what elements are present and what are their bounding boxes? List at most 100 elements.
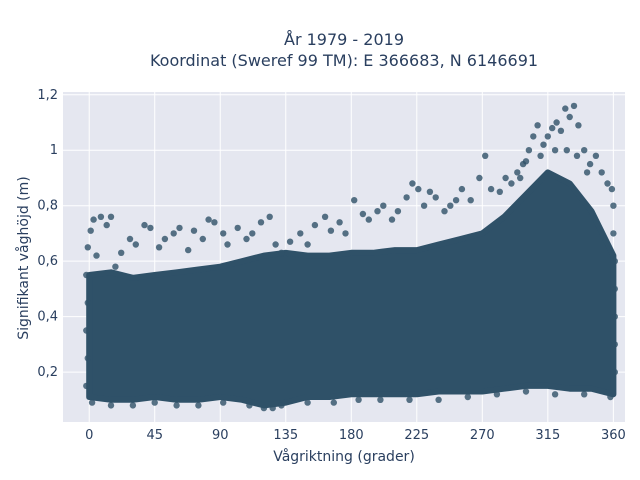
data-point <box>592 152 600 159</box>
data-point <box>173 402 180 409</box>
y-axis-title: Signifikant våghöjd (m) <box>15 176 32 339</box>
data-point <box>563 147 570 154</box>
y-tick-label: 1,2 <box>37 88 58 103</box>
data-point <box>278 402 285 409</box>
data-point <box>342 230 349 237</box>
data-point <box>406 396 413 403</box>
data-point <box>205 216 212 223</box>
y-tick-label: 0,4 <box>37 310 58 325</box>
data-point <box>525 147 533 154</box>
data-point <box>87 227 94 234</box>
data-point <box>380 202 387 209</box>
data-point <box>557 127 565 134</box>
data-point <box>583 169 591 176</box>
data-point <box>482 152 489 159</box>
chart-title-line-2: Koordinat (Sweref 99 TM): E 366683, N 61… <box>150 51 538 70</box>
data-point <box>185 246 192 254</box>
data-point <box>447 202 454 209</box>
data-point <box>176 224 183 232</box>
data-point <box>286 238 294 245</box>
data-point <box>476 174 483 182</box>
data-point <box>107 213 115 220</box>
data-point <box>224 241 231 248</box>
data-point <box>394 208 402 215</box>
data-point <box>355 396 362 403</box>
data-points <box>83 102 618 412</box>
data-point <box>249 230 256 237</box>
data-point <box>103 221 110 229</box>
data-point <box>359 210 367 218</box>
data-point <box>97 213 105 220</box>
x-tick-label: 45 <box>146 428 163 443</box>
data-point <box>534 122 541 129</box>
data-point <box>435 396 442 403</box>
data-point <box>151 399 158 406</box>
y-tick-label: 0,2 <box>37 365 58 380</box>
data-point <box>540 141 547 148</box>
data-point <box>611 285 618 293</box>
data-point <box>598 169 605 176</box>
data-point <box>549 124 556 132</box>
data-point <box>260 404 268 412</box>
data-point <box>107 402 115 409</box>
data-point <box>573 152 581 159</box>
data-point <box>581 147 588 154</box>
data-point <box>517 174 524 182</box>
data-point <box>297 230 304 237</box>
x-tick-label: 180 <box>339 428 364 443</box>
data-point <box>496 188 503 195</box>
data-point <box>220 399 227 406</box>
data-point <box>608 185 616 193</box>
data-point <box>311 221 319 229</box>
chart-title-line-1: År 1979 - 2019 <box>284 30 404 49</box>
data-point <box>272 241 279 248</box>
x-tick-label: 90 <box>212 428 229 443</box>
x-tick-label: 225 <box>404 428 429 443</box>
data-point <box>199 235 206 243</box>
data-point <box>246 402 253 409</box>
x-tick-label: 270 <box>470 428 495 443</box>
data-point <box>365 216 372 223</box>
data-point <box>604 180 611 187</box>
data-point <box>575 122 582 129</box>
data-point <box>544 133 551 140</box>
data-point <box>321 213 329 220</box>
data-point <box>266 213 273 220</box>
data-point <box>195 402 202 409</box>
data-point <box>351 197 358 204</box>
data-point <box>514 169 521 176</box>
data-point <box>377 396 384 403</box>
x-tick-label: 0 <box>85 428 93 443</box>
data-point <box>147 224 154 232</box>
data-point <box>570 102 578 110</box>
data-point <box>403 194 410 201</box>
data-point <box>269 404 276 412</box>
data-point <box>566 113 573 121</box>
data-point <box>83 382 90 390</box>
data-point <box>610 202 617 209</box>
data-point <box>93 252 100 259</box>
data-point <box>502 174 509 182</box>
data-point <box>415 185 422 193</box>
data-point <box>464 393 471 401</box>
data-point <box>458 185 466 193</box>
data-point <box>327 227 335 234</box>
data-point <box>90 216 97 223</box>
data-point <box>141 221 148 229</box>
data-point <box>155 244 163 251</box>
data-point <box>493 391 501 398</box>
data-point <box>83 271 90 279</box>
data-point <box>607 393 614 401</box>
data-point <box>118 249 125 256</box>
data-point <box>278 249 285 256</box>
data-point <box>374 208 381 215</box>
data-point <box>211 219 218 226</box>
data-point <box>487 185 495 193</box>
data-point <box>304 399 311 406</box>
data-point <box>84 355 92 362</box>
data-point <box>530 133 537 140</box>
data-point <box>522 388 530 395</box>
data-point <box>581 391 588 398</box>
data-point <box>553 119 560 126</box>
